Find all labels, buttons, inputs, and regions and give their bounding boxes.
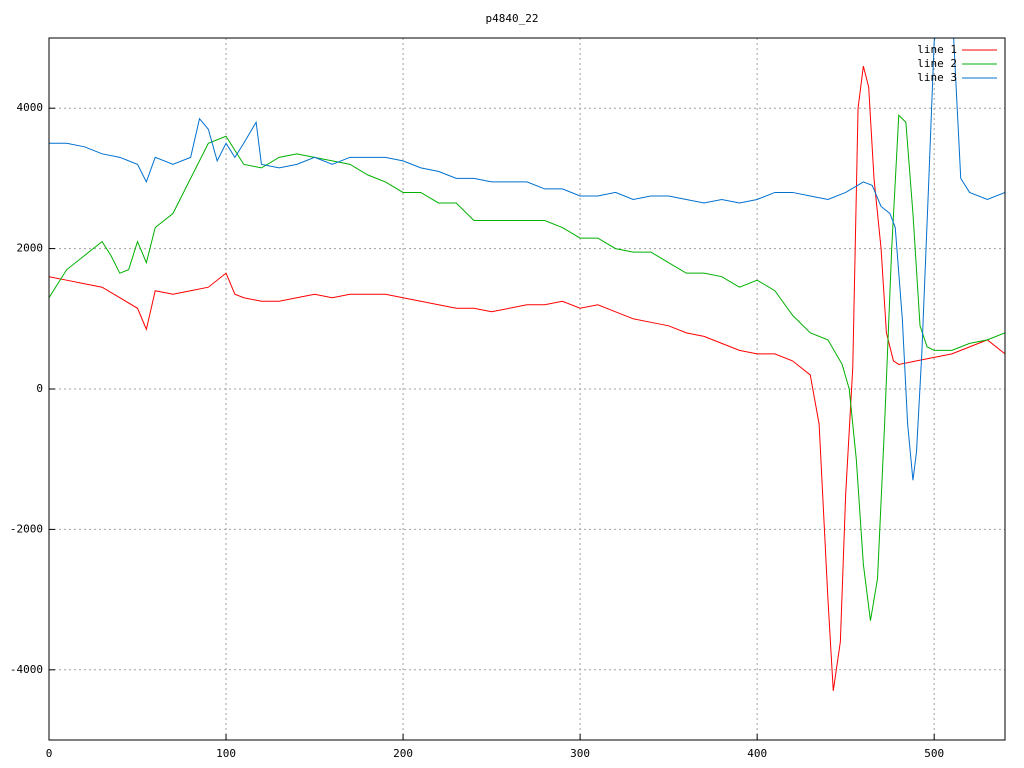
x-tick-label: 500 [924, 747, 944, 760]
legend-label: line 1 [917, 43, 957, 56]
tick-layer: -4000 -2000 0 2000 4000 0 100 200 300 400 500 [10, 101, 944, 760]
x-tick-label: 0 [46, 747, 53, 760]
y-tick-label: -4000 [10, 663, 43, 676]
line-layer [49, 38, 1005, 691]
grid-layer [48, 38, 1005, 740]
series-line [49, 38, 1005, 481]
legend-label: line 2 [917, 57, 957, 70]
legend-label: line 3 [917, 71, 957, 84]
y-tick-label: 0 [36, 382, 43, 395]
y-tick-label: 4000 [17, 101, 44, 114]
series-line [49, 114, 1005, 621]
chart-title: p4840_22 [486, 12, 539, 25]
y-tick-label: -2000 [10, 522, 43, 535]
series-line [49, 65, 1005, 691]
y-tick-label: 2000 [17, 242, 44, 255]
x-tick-label: 400 [747, 747, 767, 760]
x-tick-label: 200 [393, 747, 413, 760]
x-tick-label: 100 [216, 747, 236, 760]
plot-frame [48, 37, 1006, 741]
x-tick-label: 300 [570, 747, 590, 760]
